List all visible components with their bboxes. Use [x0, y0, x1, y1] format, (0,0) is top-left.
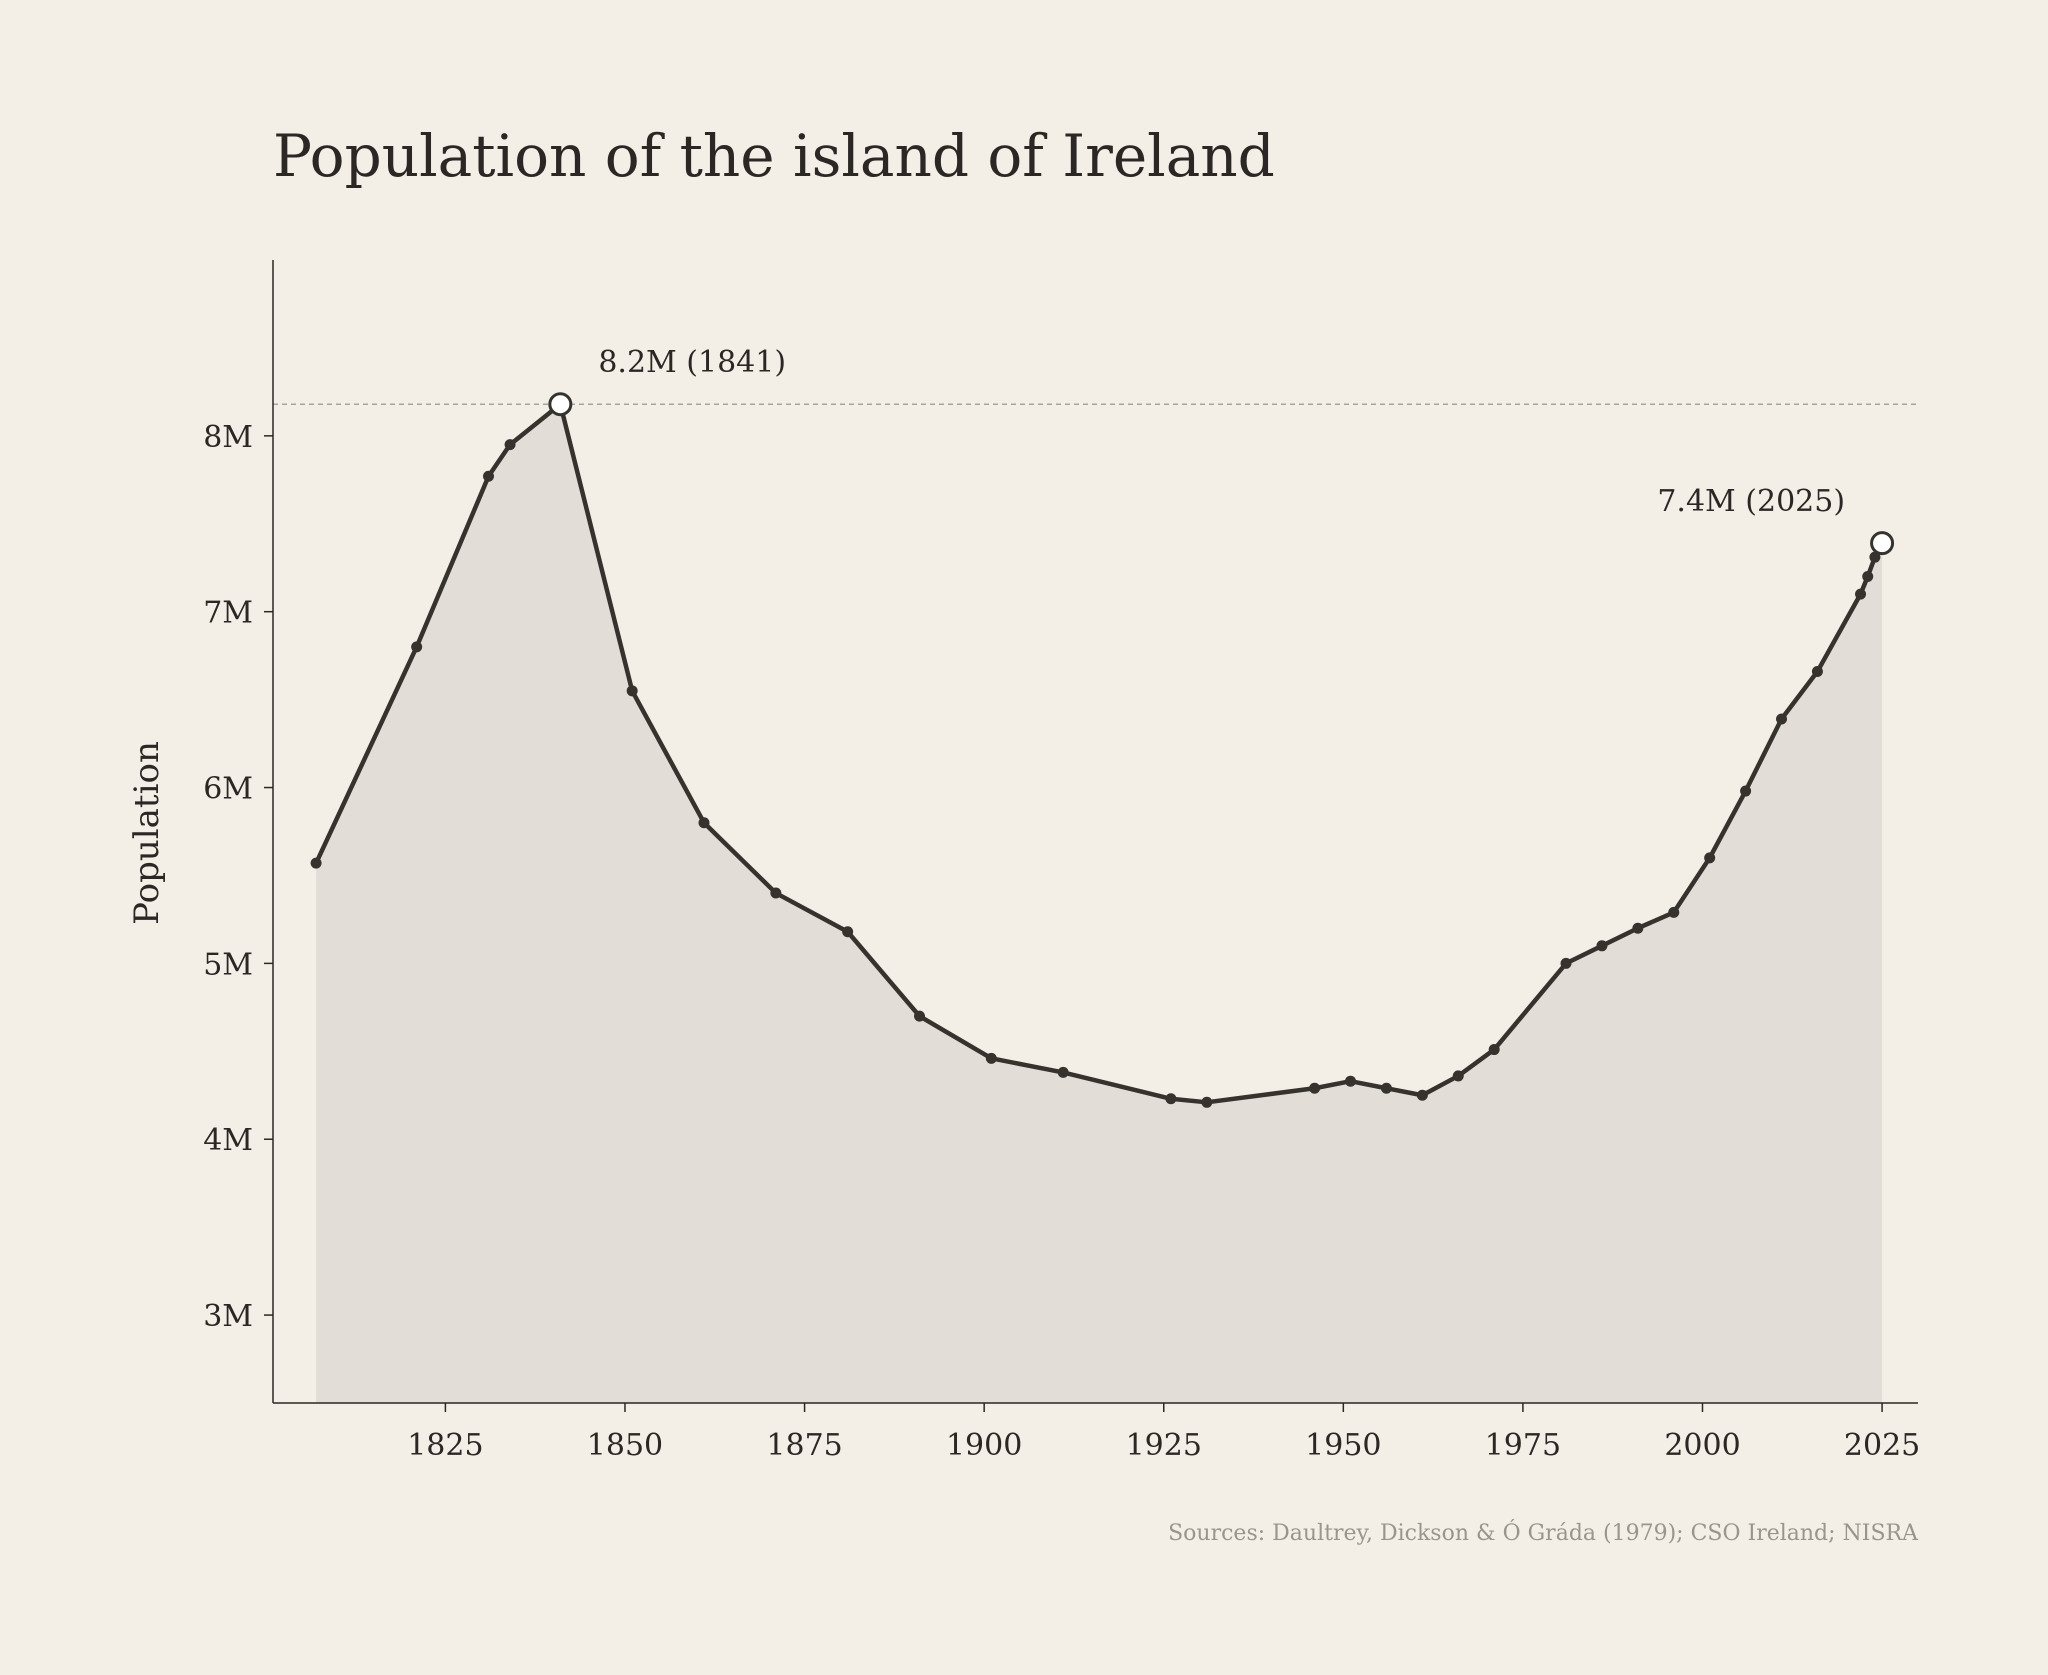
data-point	[1869, 551, 1881, 563]
data-point	[1862, 571, 1874, 583]
data-point	[1811, 665, 1823, 677]
latest-point-marker	[1870, 531, 1895, 556]
data-point	[698, 817, 710, 829]
data-point	[842, 926, 854, 938]
x-tick-label: 1825	[407, 1428, 483, 1463]
annotation-label: 8.2M (1841)	[598, 345, 786, 380]
y-tick-label: 6M	[203, 772, 253, 807]
data-point	[1165, 1093, 1177, 1105]
data-point	[1632, 922, 1644, 934]
y-axis-label: Population	[127, 741, 167, 925]
data-point	[1776, 713, 1788, 725]
x-tick-label: 1950	[1305, 1428, 1381, 1463]
data-point	[1704, 852, 1716, 864]
x-tick-label: 1850	[587, 1428, 663, 1463]
x-tick-label: 2025	[1844, 1428, 1920, 1463]
data-point	[1452, 1070, 1464, 1082]
area-layer	[316, 404, 1883, 1403]
chart-title: Population of the island of Ireland	[273, 122, 1275, 190]
data-point	[1309, 1082, 1321, 1094]
population-line	[313, 401, 1885, 1105]
data-point	[626, 685, 638, 697]
data-point	[1560, 957, 1572, 969]
data-point	[1201, 1096, 1213, 1108]
y-tick-label: 5M	[203, 947, 253, 982]
x-tick-label: 1925	[1126, 1428, 1202, 1463]
x-tick-label: 1975	[1485, 1428, 1561, 1463]
data-point	[914, 1010, 926, 1022]
data-point	[310, 857, 322, 869]
data-point	[1488, 1044, 1500, 1056]
x-tick-label: 1875	[766, 1428, 842, 1463]
data-point	[1740, 785, 1752, 797]
y-tick-label: 3M	[203, 1299, 253, 1334]
y-tick-label: 7M	[203, 596, 253, 631]
peak-point-marker	[548, 392, 573, 417]
data-point	[411, 641, 423, 653]
source-note: Sources: Daultrey, Dickson & Ó Gráda (19…	[1168, 1519, 1919, 1546]
line-layer	[313, 401, 1885, 1105]
x-tick-label: 1900	[946, 1428, 1022, 1463]
y-tick-label: 8M	[203, 420, 253, 455]
data-point	[1855, 588, 1867, 600]
data-point	[1345, 1075, 1357, 1087]
data-point	[770, 887, 782, 899]
data-point	[985, 1052, 997, 1064]
data-point	[1668, 906, 1680, 918]
x-tick-label: 2000	[1664, 1428, 1740, 1463]
annotation-label: 7.4M (2025)	[1657, 484, 1845, 519]
data-point	[504, 439, 516, 451]
points-layer	[310, 392, 1895, 1108]
data-point	[1380, 1082, 1392, 1094]
y-tick-label: 4M	[203, 1123, 253, 1158]
population-area	[316, 404, 1883, 1403]
data-point	[1416, 1089, 1428, 1101]
data-point	[483, 470, 495, 482]
data-point	[1596, 940, 1608, 952]
axis-layer: 1825 1850 1875 1900 1925 1950 1975 2000 2025 3M 4M…	[203, 260, 1920, 1463]
annotation-layer: 8.2M (1841) 7.4M (2025)	[598, 345, 1845, 519]
data-point	[1057, 1066, 1069, 1078]
